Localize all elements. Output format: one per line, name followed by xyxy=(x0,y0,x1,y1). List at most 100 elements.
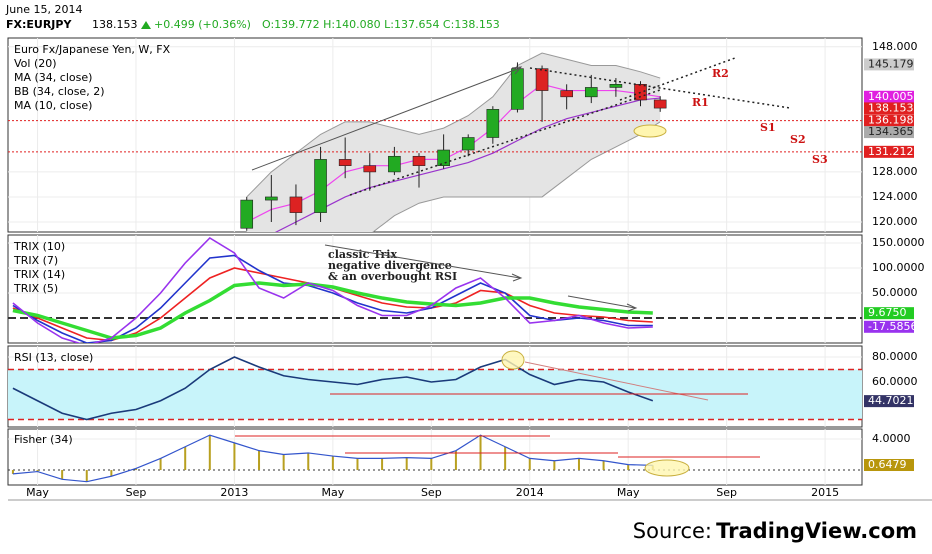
panel-title: Euro Fx/Japanese Yen, W, FX xyxy=(14,43,171,56)
candle-body xyxy=(265,196,278,201)
legend-entry: TRIX (7) xyxy=(13,254,58,267)
fisher-bar xyxy=(85,470,88,482)
fisher-bar xyxy=(602,460,605,471)
fisher-bar xyxy=(504,446,507,471)
legend-entry: TRIX (14) xyxy=(13,268,65,281)
legend-entry: TRIX (5) xyxy=(13,282,58,295)
price-marker xyxy=(864,395,914,408)
legend-entry: Vol (20) xyxy=(14,57,57,70)
legend-entry: TRIX (10) xyxy=(13,240,65,253)
fisher-bar xyxy=(11,470,14,474)
candle-body xyxy=(584,87,598,98)
fisher-line xyxy=(12,434,653,483)
annotation: R2 xyxy=(712,67,729,80)
candle-body xyxy=(560,90,573,98)
price-marker-label: 131.212 xyxy=(868,145,914,158)
indicator-line xyxy=(12,236,653,343)
source-site: TradingView.com xyxy=(716,519,917,543)
change: +0.499 (+0.36%) xyxy=(154,18,251,31)
bollinger-fill xyxy=(246,53,661,232)
fisher-bar xyxy=(627,464,630,471)
annotation: classic Trix xyxy=(328,248,397,261)
legend-entry: BB (34, close, 2) xyxy=(14,85,105,98)
fisher-bar xyxy=(282,454,285,471)
x-tick-label: Sep xyxy=(716,486,737,499)
price-marker-label: 136.198 xyxy=(868,114,914,127)
annotation: negative divergence xyxy=(328,259,452,272)
fisher-bar xyxy=(405,457,408,471)
panel xyxy=(8,434,862,483)
price-marker xyxy=(864,459,914,472)
x-tick-label: Sep xyxy=(126,486,147,499)
price-marker-label: 138.153 xyxy=(868,101,914,114)
legend-entry: MA (34, close) xyxy=(14,71,92,84)
candle-body xyxy=(240,199,254,229)
price-marker xyxy=(864,307,914,320)
y-tick-label: 80.0000 xyxy=(872,350,918,363)
y-tick-label: 60.0000 xyxy=(872,375,918,388)
candle-body xyxy=(511,68,524,110)
source-label: Source: xyxy=(633,519,712,543)
y-tick-label: 128.000 xyxy=(872,165,918,178)
price-marker-label: 9.6750 xyxy=(868,306,907,319)
ohlc: O:139.772 H:140.080 L:137.654 C:138.153 xyxy=(262,18,500,31)
fisher-bar xyxy=(331,456,334,471)
bollinger-upper xyxy=(246,52,661,198)
y-tick-label: 120.000 xyxy=(872,215,918,228)
fisher-bar xyxy=(381,458,384,471)
candle-body xyxy=(412,155,426,166)
indicator-line xyxy=(12,356,654,421)
panel xyxy=(8,46,862,232)
fisher-bar xyxy=(61,470,64,480)
x-tick-label: May xyxy=(26,486,49,499)
candle-body xyxy=(338,159,352,166)
drawings xyxy=(235,57,791,477)
price-marker-label: 145.179 xyxy=(868,57,914,70)
y-tick-label: 100.0000 xyxy=(872,261,925,274)
annotation: S1 xyxy=(760,121,776,134)
x-tick-label: May xyxy=(321,486,344,499)
x-tick-label: 2015 xyxy=(811,486,839,499)
fisher-bar xyxy=(134,468,137,471)
candle-body xyxy=(289,196,303,213)
fisher-bar xyxy=(528,458,531,471)
bollinger-lower xyxy=(372,121,661,232)
fisher-bar xyxy=(356,458,359,471)
annotation: R1 xyxy=(692,96,709,109)
panel-frames xyxy=(7,37,932,501)
candle-body xyxy=(535,68,549,91)
x-tick-label: May xyxy=(617,486,640,499)
y-tick-label: 148.000 xyxy=(872,40,918,53)
x-tick-label: 2013 xyxy=(220,486,248,499)
candle-body xyxy=(388,155,401,173)
legend-entry: RSI (13, close) xyxy=(14,351,93,364)
fisher-bar xyxy=(159,458,162,471)
price-marker xyxy=(864,114,914,127)
x-tick-label: 2014 xyxy=(516,486,544,499)
fisher-bar xyxy=(577,458,580,471)
price-marker-label: 0.6479 xyxy=(868,458,907,471)
last-price: 138.153 xyxy=(92,18,138,31)
candle-body xyxy=(653,99,667,109)
price-marker xyxy=(864,90,914,103)
price-marker-label: 140.005 xyxy=(868,90,914,103)
candle-body xyxy=(486,109,500,138)
price-marker xyxy=(864,58,914,71)
fisher-bar xyxy=(307,452,310,471)
legend-entry: MA (10, close) xyxy=(14,99,92,112)
price-marker xyxy=(864,145,914,158)
candle-body xyxy=(437,149,450,166)
fisher-bar xyxy=(430,458,433,471)
fisher-bar xyxy=(553,460,556,471)
fisher-bar xyxy=(233,442,236,471)
date: June 15, 2014 xyxy=(5,3,82,16)
fisher-bar xyxy=(208,435,211,471)
y-tick-label: 150.0000 xyxy=(872,236,925,249)
candle-body xyxy=(314,159,327,213)
price-marker-label: -17.5856 xyxy=(868,320,917,333)
legend-entry: Fisher (34) xyxy=(14,433,73,446)
y-tick-label: 50.0000 xyxy=(872,286,918,299)
fisher-bar xyxy=(258,450,261,471)
annotation: & an overbought RSI xyxy=(328,270,457,283)
